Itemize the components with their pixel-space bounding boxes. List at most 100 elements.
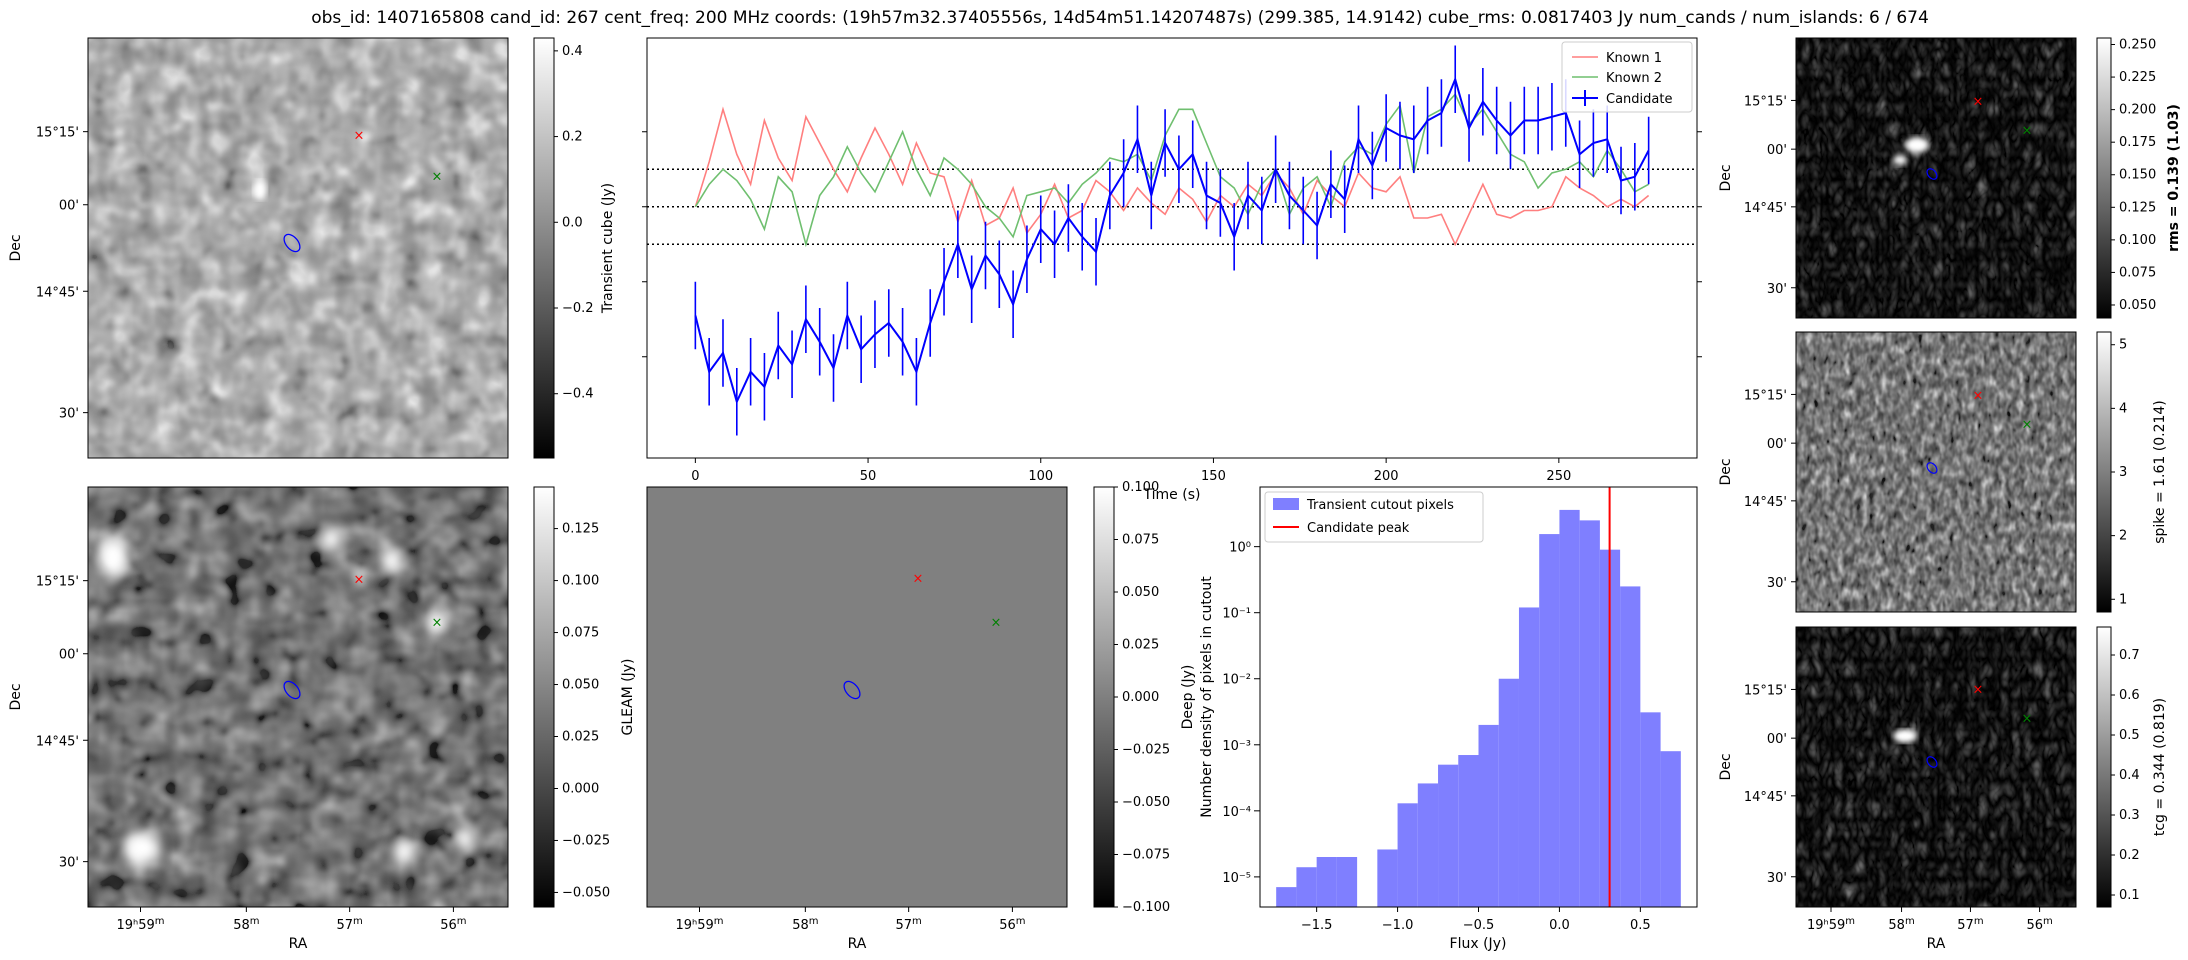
candidate-ellipse — [843, 680, 861, 700]
colorbar-tick-label: 0.025 — [1122, 638, 1159, 653]
ra-tick-unit: m — [1974, 916, 1984, 927]
deep-ra-ticks: 19ʰ59m 58m 57m 56 m — [116, 907, 467, 934]
colorbar-tick-label: 3 — [2119, 465, 2127, 480]
dec-tick-label: 14°45' — [1744, 790, 1787, 805]
ra-tick-value: 19ʰ59 — [675, 918, 713, 933]
colorbar-tick-label: 0.150 — [2119, 168, 2156, 183]
rms-bright-blob-2 — [1893, 155, 1907, 165]
dec-tick-label: 14°45' — [36, 285, 79, 300]
dec-tick-label: 30' — [1767, 871, 1787, 886]
colorbar-tick-label: −0.2 — [562, 301, 594, 316]
deep-dec-label: Dec — [8, 683, 24, 710]
gleam-image — [646, 486, 1068, 908]
histogram-panel: Flux (Jy) Number density of pixels in cu… — [1180, 486, 1698, 952]
colorbar-tick-label: 4 — [2119, 401, 2127, 416]
known2-marker: × — [432, 616, 443, 631]
dec-tick-label: 15°15' — [36, 575, 79, 590]
colorbar-tick-label: 0.100 — [2119, 233, 2156, 248]
colorbar-tick-label: −0.050 — [562, 885, 610, 900]
tcg-ra-ticks: 19ʰ59m 58m 57m 56m — [1807, 907, 2053, 933]
colorbar-tick-label: 0.075 — [2119, 265, 2156, 280]
gleam-ra-ticks: 19ʰ59m 58m 57m 56m — [675, 907, 1026, 933]
deep-source-4 — [427, 611, 447, 635]
tcg-bright-blob — [1893, 729, 1917, 743]
histogram-bar — [1276, 887, 1297, 907]
colorbar-tick-label: −0.4 — [562, 387, 594, 402]
legend-pixels-swatch — [1273, 498, 1299, 510]
lightcurve-legend: Known 1 Known 2 Candidate — [1561, 41, 1693, 113]
tcg-dec-label: Dec — [1718, 753, 1734, 780]
rms-dec-label: Dec — [1718, 164, 1734, 191]
ra-tick-value: 57 — [896, 918, 913, 933]
colorbar-gradient — [1093, 486, 1115, 908]
colorbar-tick-label: −0.025 — [562, 833, 610, 848]
colorbar-tick-label: −0.100 — [1122, 900, 1170, 915]
ra-tick-label: 57m — [337, 916, 363, 934]
gleam-panel: × × 19ʰ59m 58m 57m 56m RA GLEAM (Jy) — [620, 486, 1068, 952]
lightcurve-xtick-label: 150 — [1201, 469, 1226, 484]
ra-tick-label: 58m — [233, 916, 259, 934]
rms-bright-blob — [1905, 137, 1929, 153]
lightcurve-xtick-label: 250 — [1546, 469, 1571, 484]
dec-tick-label: 30' — [59, 856, 79, 871]
transient-frame — [87, 37, 509, 459]
dec-tick-label: 00' — [59, 648, 79, 663]
dec-tick-label: 14°45' — [1744, 495, 1787, 510]
dec-tick-label: 30' — [59, 407, 79, 422]
histogram-frame-top — [1259, 486, 1698, 908]
colorbar-tick-label: 0.4 — [562, 44, 583, 59]
ra-tick-value: 58 — [1888, 918, 1905, 933]
legend-known2-label: Known 2 — [1606, 71, 1662, 86]
transient-image — [88, 38, 508, 458]
histogram-legend: Transient cutout pixels Candidate peak — [1264, 491, 1484, 543]
colorbar-tick-label: −0.025 — [1122, 743, 1170, 758]
spike-dec-label: Dec — [1718, 458, 1734, 485]
colorbar-label: rms = 0.139 (1.03) — [2166, 104, 2182, 252]
histogram-ylabel: Number density of pixels in cutout — [1199, 576, 1215, 818]
deep-source-3 — [382, 548, 402, 574]
colorbar-tick-label: 0.250 — [2119, 38, 2156, 53]
ra-tick-value: 56 — [440, 918, 457, 933]
ra-tick-label: 19ʰ59m — [1807, 916, 1855, 934]
ra-tick-label: 19ʰ59m — [116, 916, 164, 934]
ra-tick-label: 56m — [2026, 916, 2052, 934]
lightcurve-frame — [646, 37, 1698, 459]
ra-tick-value: 56 — [999, 918, 1016, 933]
gleam-ra-label: RA — [848, 936, 867, 952]
colorbar-tick-label: 0.175 — [2119, 135, 2156, 150]
lightcurve-xtick-label: 100 — [1028, 469, 1053, 484]
colorbar-label: spike = 1.61 (0.214) — [2152, 400, 2168, 544]
ra-tick-value: 56 — [2026, 918, 2043, 933]
deep-source-5 — [354, 569, 368, 585]
ra-tick-value: 19ʰ59 — [1807, 918, 1845, 933]
histogram-bar — [1559, 509, 1580, 907]
known1-marker: × — [1973, 389, 1984, 404]
colorbar-tick-label: 0.2 — [562, 130, 583, 145]
deep-source-1 — [97, 538, 129, 578]
known2-marker: × — [2022, 124, 2033, 139]
spike-panel: × × 15°15' 00' 14°45' 30' Dec — [1718, 331, 2077, 613]
histogram-xtick-label: −1.5 — [1301, 918, 1333, 933]
dec-tick-label: 00' — [1767, 732, 1787, 747]
histogram-bar — [1458, 755, 1479, 907]
ra-tick-unit: m — [353, 916, 363, 927]
histogram-ytick-label: 10⁰ — [1229, 541, 1251, 556]
deep-colorbar: 0.125 0.100 0.075 0.050 0.025 0.000 −0.025 −0.0… — [533, 486, 610, 908]
legend-known1-label: Known 1 — [1606, 51, 1662, 66]
colorbar-tick-label: 0.000 — [1122, 690, 1159, 705]
histogram-xlabel: Flux (Jy) — [1450, 936, 1507, 952]
deep-panel: × × 15°15'00'14°45'30' 19ʰ59m 58m 57m 56m D… — [8, 486, 509, 952]
known2-marker: × — [2022, 712, 2033, 727]
rms-panel: × × 15°15' 00' 14°45' 30' Dec — [1718, 37, 2077, 319]
histogram-bar — [1640, 712, 1661, 907]
ra-tick-value: 57 — [1957, 918, 1974, 933]
spike-colorbar: 5 4 3 2 1 spike = 1.61 (0.214) — [2096, 331, 2168, 613]
histogram-bar — [1417, 783, 1439, 907]
known1-marker: × — [913, 572, 924, 587]
colorbar-tick-label: 0.2 — [2119, 848, 2140, 863]
deep-frame — [87, 486, 509, 908]
known1-marker: × — [354, 129, 365, 144]
transient-panel: × × 15°15' 00' 14°45' 30' Dec — [8, 37, 509, 459]
tcg-frame — [1795, 626, 2077, 908]
colorbar-tick-label: 5 — [2119, 338, 2127, 353]
